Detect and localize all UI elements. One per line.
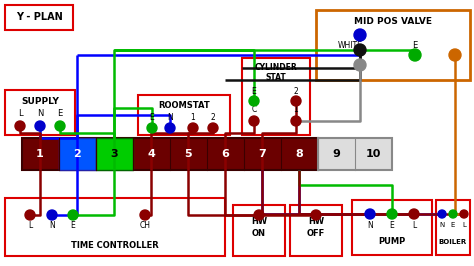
Circle shape	[449, 49, 461, 61]
Text: N: N	[367, 221, 373, 230]
Text: E: E	[412, 40, 418, 49]
Text: 9: 9	[332, 149, 340, 159]
Bar	[5, 90, 75, 135]
Text: 1: 1	[293, 106, 298, 114]
Bar	[290, 205, 342, 256]
Text: STAT: STAT	[265, 73, 286, 82]
Circle shape	[409, 209, 419, 219]
Text: N: N	[167, 114, 173, 123]
Circle shape	[68, 210, 78, 220]
Text: CYLINDER: CYLINDER	[255, 64, 297, 73]
Text: Y - PLAN: Y - PLAN	[16, 12, 63, 22]
Circle shape	[438, 210, 446, 218]
Text: 7: 7	[258, 149, 266, 159]
Text: 1: 1	[191, 114, 195, 123]
Circle shape	[147, 123, 157, 133]
Text: N: N	[37, 109, 43, 118]
Text: E: E	[252, 86, 256, 95]
Text: 2: 2	[210, 114, 215, 123]
Text: PUMP: PUMP	[378, 238, 406, 247]
Text: L: L	[412, 221, 416, 230]
Bar	[138, 95, 230, 135]
Circle shape	[449, 210, 457, 218]
Circle shape	[140, 210, 150, 220]
Text: 3: 3	[110, 149, 118, 159]
Circle shape	[165, 123, 175, 133]
Text: CH: CH	[139, 221, 151, 230]
Circle shape	[249, 96, 259, 106]
Text: 4: 4	[147, 149, 155, 159]
Text: N: N	[49, 221, 55, 230]
Text: WHITE: WHITE	[337, 40, 363, 49]
Text: 6: 6	[221, 149, 229, 159]
Text: ON: ON	[252, 230, 266, 239]
Circle shape	[15, 121, 25, 131]
Circle shape	[311, 210, 321, 220]
Circle shape	[249, 116, 259, 126]
Text: C: C	[251, 106, 256, 114]
Text: L: L	[18, 109, 22, 118]
Text: SUPPLY: SUPPLY	[21, 97, 59, 106]
Circle shape	[354, 29, 366, 41]
Bar	[5, 5, 73, 30]
Circle shape	[354, 59, 366, 71]
Bar	[316, 10, 470, 80]
Text: BOILER: BOILER	[439, 239, 467, 245]
Text: E: E	[150, 114, 155, 123]
Circle shape	[47, 210, 57, 220]
Text: TIME CONTROLLER: TIME CONTROLLER	[71, 240, 159, 250]
Text: 5: 5	[184, 149, 192, 159]
Circle shape	[208, 123, 218, 133]
Text: HW: HW	[308, 218, 324, 227]
Text: 2: 2	[293, 86, 298, 95]
Bar	[352, 200, 432, 255]
Text: E: E	[451, 222, 455, 228]
Bar	[22, 138, 318, 170]
Text: E: E	[57, 109, 63, 118]
Text: 10: 10	[365, 149, 381, 159]
Circle shape	[365, 209, 375, 219]
Circle shape	[387, 209, 397, 219]
Text: ROOMSTAT: ROOMSTAT	[158, 102, 210, 110]
Bar	[96, 138, 133, 170]
Circle shape	[291, 116, 301, 126]
Circle shape	[55, 121, 65, 131]
Text: 2: 2	[73, 149, 81, 159]
Bar	[59, 138, 96, 170]
Text: L: L	[28, 221, 32, 230]
Circle shape	[254, 210, 264, 220]
Circle shape	[354, 44, 366, 56]
Text: 8: 8	[295, 149, 303, 159]
Bar	[436, 200, 470, 255]
Circle shape	[291, 96, 301, 106]
Circle shape	[35, 121, 45, 131]
Circle shape	[460, 210, 468, 218]
Bar	[318, 138, 392, 170]
Text: E: E	[71, 221, 75, 230]
Text: N: N	[439, 222, 445, 228]
Text: HW: HW	[251, 218, 267, 227]
Bar	[5, 198, 225, 256]
Circle shape	[25, 210, 35, 220]
Text: 1: 1	[36, 149, 44, 159]
Bar	[233, 205, 285, 256]
Text: E: E	[390, 221, 394, 230]
Text: MID POS VALVE: MID POS VALVE	[354, 18, 432, 27]
Bar	[242, 58, 310, 135]
Circle shape	[188, 123, 198, 133]
Text: OFF: OFF	[307, 230, 325, 239]
Text: L: L	[462, 222, 466, 228]
Circle shape	[409, 49, 421, 61]
